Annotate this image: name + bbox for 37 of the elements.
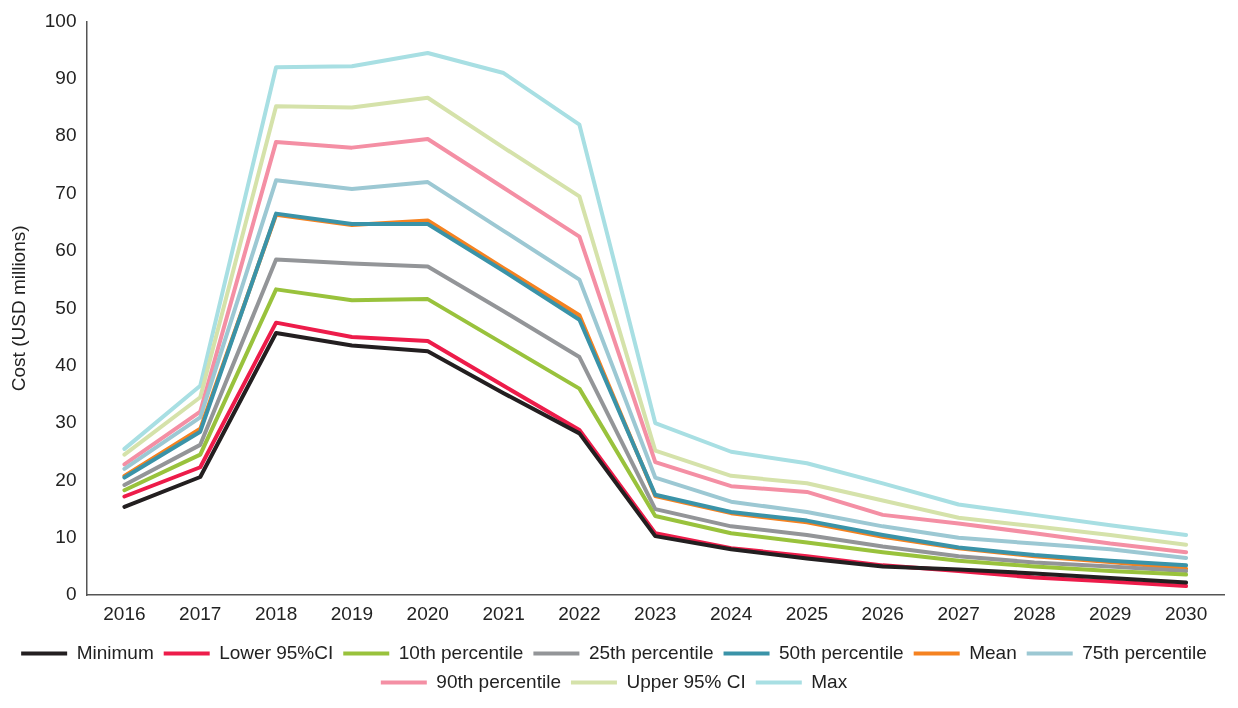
legend-label: 50th percentile <box>779 641 904 663</box>
legend-label: 10th percentile <box>398 641 524 663</box>
x-tick-label: 2020 <box>406 602 449 624</box>
legend-label: 75th percentile <box>1082 641 1207 663</box>
legend-label: Minimum <box>76 641 154 663</box>
x-tick-label: 2028 <box>1013 602 1056 624</box>
x-tick-label: 2026 <box>861 602 904 624</box>
x-tick-label: 2025 <box>785 602 829 624</box>
y-tick-label: 0 <box>65 583 77 605</box>
x-tick-label: 2023 <box>634 602 677 624</box>
y-tick-label: 50 <box>55 296 77 318</box>
y-tick-label: 20 <box>55 468 77 490</box>
legend-label: 25th percentile <box>588 641 714 663</box>
x-tick-label: 2016 <box>103 602 146 624</box>
legend-label: Mean <box>969 641 1017 663</box>
legend-label: Max <box>811 670 848 692</box>
x-tick-label: 2022 <box>558 602 601 624</box>
x-tick-label: 2017 <box>179 602 222 624</box>
legend-label: Lower 95%CI <box>219 641 334 663</box>
x-tick-label: 2030 <box>1164 602 1208 624</box>
legend-label: Upper 95% CI <box>626 670 746 692</box>
x-tick-label: 2018 <box>254 602 298 624</box>
y-tick-label: 80 <box>55 124 77 146</box>
y-tick-label: 90 <box>55 67 77 89</box>
y-tick-label: 40 <box>55 353 77 375</box>
legend-label: 90th percentile <box>436 670 561 692</box>
x-tick-label: 2019 <box>330 602 374 624</box>
y-tick-label: 70 <box>55 181 77 203</box>
y-tick-label: 60 <box>55 239 77 261</box>
y-tick-label: 10 <box>55 526 77 548</box>
y-tick-label: 100 <box>44 9 77 31</box>
y-tick-label: 30 <box>55 411 77 433</box>
x-tick-label: 2024 <box>709 602 753 624</box>
x-tick-label: 2029 <box>1089 602 1132 624</box>
x-tick-label: 2021 <box>482 602 525 624</box>
y-axis-title: Cost (USD millions) <box>7 225 29 392</box>
x-tick-label: 2027 <box>937 602 980 624</box>
